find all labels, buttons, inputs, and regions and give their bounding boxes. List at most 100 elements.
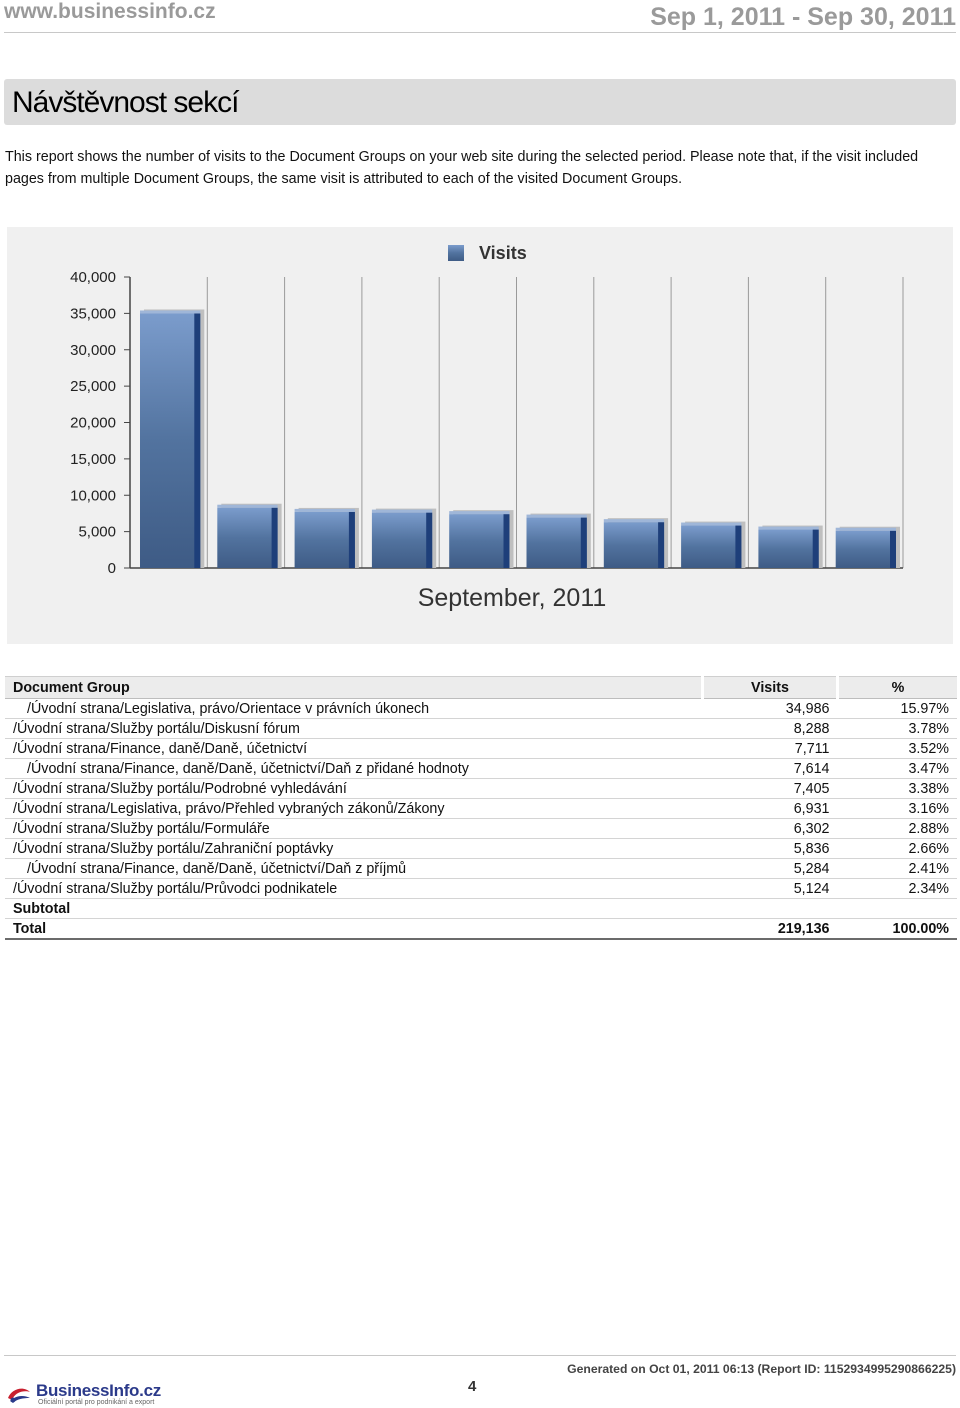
page-number: 4 [468, 1378, 477, 1395]
bar [371, 512, 433, 568]
row-visits: 6,931 [702, 798, 838, 819]
col-header-visits: Visits [701, 676, 838, 699]
row-group: /Úvodní strana/Finance, daně/Daně, účetn… [5, 858, 703, 879]
total-visits: 219,136 [702, 918, 838, 940]
row-pct: 2.34% [837, 878, 957, 899]
logo-tagline: Oficiální portál pro podnikání a export [38, 1399, 155, 1406]
bar-top [526, 514, 587, 518]
bar-edge [735, 525, 742, 568]
footer-divider [4, 1355, 956, 1356]
total-pct: 100.00% [837, 918, 957, 940]
report-description: This report shows the number of visits t… [5, 149, 919, 187]
table-row: /Úvodní strana/Služby portálu/Průvodci p… [5, 878, 957, 899]
row-visits: 7,405 [702, 778, 838, 799]
row-group: /Úvodní strana/Legislativa, právo/Přehle… [5, 798, 703, 819]
subtotal-pct [837, 898, 957, 919]
bar-edge [348, 511, 355, 568]
row-group: /Úvodní strana/Služby portálu/Diskusní f… [5, 718, 703, 739]
row-visits: 7,711 [702, 738, 838, 759]
footer-logo[interactable]: BusinessInfo.cz Oficiální portál pro pod… [6, 1378, 161, 1408]
y-tick-label: 40,000 [70, 269, 116, 286]
subtotal-label: Subtotal [5, 898, 703, 919]
bar [449, 514, 510, 568]
row-group: /Úvodní strana/Služby portálu/Zahraniční… [5, 838, 703, 859]
bar-top [758, 526, 819, 530]
bar-edge [503, 514, 510, 568]
row-pct: 2.66% [837, 838, 957, 859]
row-visits: 34,986 [702, 698, 838, 719]
bar-edge [194, 313, 201, 568]
row-visits: 7,614 [702, 758, 838, 779]
bar-top [140, 310, 201, 314]
bar [526, 517, 587, 568]
bar-top [835, 527, 896, 531]
table-row: /Úvodní strana/Služby portálu/Podrobné v… [5, 778, 957, 799]
generated-info: Generated on Oct 01, 2011 06:13 (Report … [567, 1362, 956, 1376]
row-visits: 8,288 [702, 718, 838, 739]
table-row: /Úvodní strana/Legislativa, právo/Orient… [5, 698, 957, 719]
bar-edge [890, 530, 896, 568]
total-row: Total 219,136 100.00% [5, 918, 957, 940]
row-pct: 3.38% [837, 778, 957, 799]
row-pct: 15.97% [837, 698, 957, 719]
bar [217, 507, 278, 568]
bar [758, 529, 819, 568]
bar-edge [271, 507, 278, 568]
row-visits: 5,836 [702, 838, 838, 859]
y-tick-label: 30,000 [70, 342, 116, 359]
row-visits: 5,124 [702, 878, 838, 899]
bar [603, 522, 665, 568]
table-row: /Úvodní strana/Finance, daně/Daně, účetn… [5, 858, 957, 879]
bar [835, 530, 896, 568]
date-range: Sep 1, 2011 - Sep 30, 2011 [650, 3, 956, 31]
site-name: www.businessinfo.cz [4, 0, 216, 23]
row-pct: 2.41% [837, 858, 957, 879]
table-body: /Úvodní strana/Legislativa, právo/Orient… [5, 698, 957, 899]
row-group: /Úvodní strana/Finance, daně/Daně, účetn… [5, 738, 703, 759]
businessinfo-logo-icon [8, 1388, 30, 1403]
y-tick-label: 35,000 [70, 305, 116, 322]
table-header-row: Document Group Visits % [5, 676, 957, 699]
bar-edge [658, 522, 665, 568]
bar [140, 313, 201, 568]
visits-chart: 0 5,000 10,000 15,000 20,000 25,000 30,000 35,0… [7, 227, 953, 644]
header-divider [4, 32, 956, 33]
table-row: /Úvodní strana/Finance, daně/Daně, účetn… [5, 738, 957, 759]
row-group: /Úvodní strana/Legislativa, právo/Orient… [5, 698, 703, 719]
bar-top [681, 522, 742, 526]
logo-name: BusinessInfo.cz [36, 1381, 161, 1400]
row-group: /Úvodní strana/Služby portálu/Formuláře [5, 818, 703, 839]
row-pct: 3.16% [837, 798, 957, 819]
subtotal-visits [702, 898, 838, 919]
document-group-table: Document Group Visits % /Úvodní strana/L… [5, 676, 957, 940]
bar-top [217, 504, 278, 508]
row-pct: 3.78% [837, 718, 957, 739]
legend-swatch [448, 245, 464, 261]
row-group: /Úvodní strana/Finance, daně/Daně, účetn… [5, 758, 703, 779]
y-tick-label: 20,000 [70, 415, 116, 432]
table-row: /Úvodní strana/Legislativa, právo/Přehle… [5, 798, 957, 819]
bar-top [603, 519, 665, 523]
row-visits: 6,302 [702, 818, 838, 839]
bar [681, 525, 742, 568]
y-tick-label: 25,000 [70, 378, 116, 395]
bar-edge [580, 517, 587, 568]
row-pct: 3.52% [837, 738, 957, 759]
bar-edge [426, 512, 433, 568]
total-label: Total [5, 918, 703, 940]
row-group: /Úvodní strana/Služby portálu/Podrobné v… [5, 778, 703, 799]
col-header-pct: % [836, 676, 957, 699]
x-axis-label: September, 2011 [418, 584, 607, 612]
row-visits: 5,284 [702, 858, 838, 879]
chart-svg: 0 5,000 10,000 15,000 20,000 25,000 30,000 35,0… [70, 243, 904, 612]
section-banner: Návštěvnost sekcí [4, 79, 956, 125]
y-tick-label: 5,000 [78, 524, 116, 541]
row-group: /Úvodní strana/Služby portálu/Průvodci p… [5, 878, 703, 899]
legend-label: Visits [479, 243, 527, 263]
bar [294, 511, 355, 568]
y-tick-label: 15,000 [70, 451, 116, 468]
bar-top [371, 509, 433, 513]
table-row: /Úvodní strana/Služby portálu/Formuláře 6… [5, 818, 957, 839]
row-pct: 3.47% [837, 758, 957, 779]
y-tick-label: 10,000 [70, 487, 116, 504]
